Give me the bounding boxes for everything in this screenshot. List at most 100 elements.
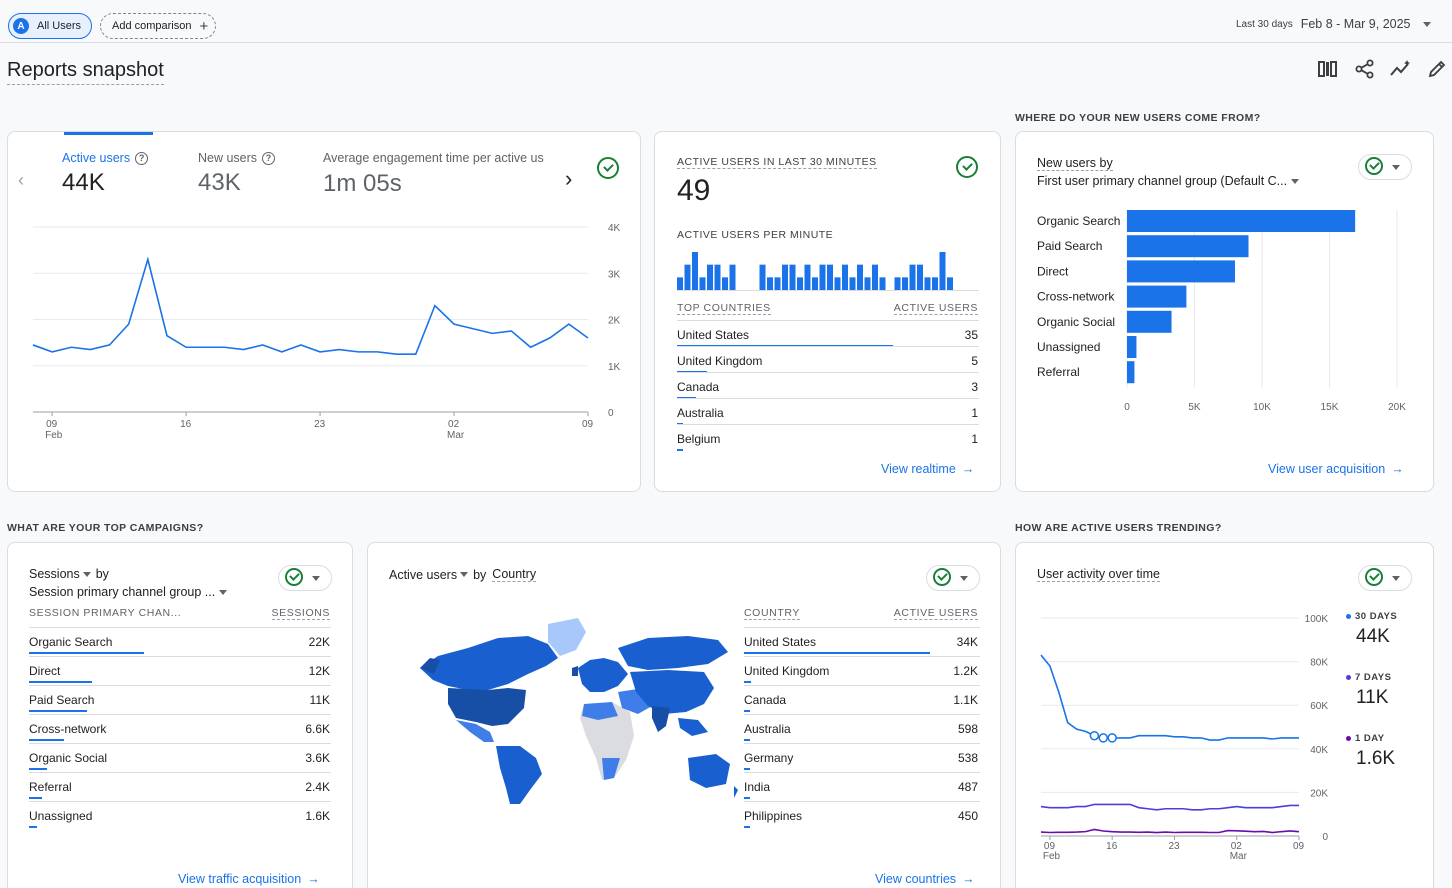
row-value-bar bbox=[744, 681, 752, 683]
page-title[interactable]: Reports snapshot bbox=[7, 59, 164, 85]
view-countries-link[interactable]: View countries → bbox=[875, 872, 975, 886]
check-circle-icon[interactable] bbox=[956, 156, 978, 178]
view-user-acquisition-link[interactable]: View user acquisition → bbox=[1268, 462, 1404, 476]
arrow-right-icon: → bbox=[962, 872, 975, 886]
row-label[interactable]: United Kingdom bbox=[677, 354, 763, 368]
bar-category-label: Direct bbox=[1037, 264, 1069, 278]
row-label[interactable]: Cross-network bbox=[29, 722, 107, 736]
metric-value: 1m 05s bbox=[323, 170, 402, 197]
minute-bar bbox=[857, 264, 863, 290]
row-divider bbox=[744, 772, 980, 773]
row-label[interactable]: United States bbox=[744, 635, 817, 649]
arrow-right-icon: → bbox=[1391, 462, 1404, 476]
row-divider bbox=[29, 714, 331, 715]
row-value: 538 bbox=[957, 751, 978, 765]
date-range-selector[interactable]: Last 30 days Feb 8 - Mar 9, 2025 bbox=[1236, 17, 1431, 31]
row-value: 487 bbox=[957, 780, 978, 794]
add-comparison-label: Add comparison bbox=[112, 20, 192, 32]
row-label[interactable]: Paid Search bbox=[29, 693, 95, 707]
row-label[interactable]: Organic Search bbox=[29, 635, 113, 649]
edit-pencil-icon[interactable] bbox=[1427, 59, 1447, 79]
map-australia bbox=[688, 754, 730, 788]
row-value: 1.6K bbox=[305, 809, 330, 823]
row-label[interactable]: Australia bbox=[744, 722, 791, 736]
row-label[interactable]: Referral bbox=[29, 780, 72, 794]
help-icon[interactable]: ? bbox=[135, 151, 149, 165]
row-label[interactable]: Unassigned bbox=[29, 809, 93, 823]
col-header-top-countries: TOP COUNTRIES bbox=[677, 302, 771, 315]
chevron-down-icon bbox=[219, 589, 228, 595]
add-comparison-button[interactable]: Add comparison + bbox=[100, 13, 216, 39]
row-label[interactable]: Belgium bbox=[677, 432, 721, 446]
row-label[interactable]: United Kingdom bbox=[744, 664, 830, 678]
row-label[interactable]: Philippines bbox=[744, 809, 803, 823]
y-tick-label: 1K bbox=[608, 362, 621, 373]
topbar-divider bbox=[0, 42, 1452, 43]
x-tick-label: 16 bbox=[180, 419, 192, 430]
by-label: by bbox=[473, 567, 487, 582]
trending-title[interactable]: User activity over time bbox=[1037, 567, 1160, 582]
row-label[interactable]: Direct bbox=[29, 664, 61, 678]
card-options-control[interactable] bbox=[1358, 565, 1412, 591]
minute-bar bbox=[909, 264, 916, 290]
dimension-selector[interactable]: Session primary channel group ... bbox=[29, 585, 228, 599]
row-value: 34K bbox=[956, 635, 978, 649]
check-circle-icon[interactable] bbox=[597, 157, 619, 179]
countries-title[interactable]: Active users by Country bbox=[389, 567, 537, 582]
card-options-control[interactable] bbox=[278, 565, 332, 591]
view-realtime-link[interactable]: View realtime → bbox=[881, 462, 974, 476]
row-label[interactable]: Germany bbox=[744, 751, 794, 765]
x-tick-label: 15K bbox=[1321, 402, 1339, 413]
metric-tab-active-users[interactable]: Active users ? 44K bbox=[62, 151, 149, 197]
metric-label: Active users bbox=[389, 567, 458, 582]
metric-selector[interactable]: Sessions by bbox=[29, 567, 109, 581]
chevron-right-icon[interactable]: › bbox=[565, 166, 573, 191]
view-traffic-acquisition-link[interactable]: View traffic acquisition → bbox=[178, 872, 320, 886]
row-label[interactable]: Canada bbox=[744, 693, 787, 707]
acquisition-card: New users by First user primary channel … bbox=[1015, 131, 1434, 492]
acquisition-title-line1[interactable]: New users by bbox=[1037, 156, 1113, 171]
minute-bar bbox=[932, 277, 938, 290]
minute-bar bbox=[849, 277, 856, 290]
metric-tab-engagement-time[interactable]: Average engagement time per active us 1m… bbox=[323, 151, 559, 198]
map-africa-north bbox=[582, 702, 618, 720]
row-label[interactable]: Canada bbox=[677, 380, 720, 394]
legend-value: 1.6K bbox=[1356, 748, 1396, 769]
legend-item: 7 DAYS 11K bbox=[1346, 672, 1391, 709]
link-label: View user acquisition bbox=[1268, 462, 1386, 476]
row-divider bbox=[29, 685, 331, 686]
row-divider bbox=[744, 685, 980, 686]
dimension-selector[interactable]: First user primary channel group (Defaul… bbox=[1037, 174, 1300, 188]
segment-chip-all-users[interactable]: A All Users bbox=[8, 13, 92, 39]
row-value: 1 bbox=[971, 406, 978, 420]
compare-columns-icon[interactable] bbox=[1318, 60, 1338, 78]
metric-label: Sessions bbox=[29, 567, 80, 581]
segment-label: All Users bbox=[37, 20, 82, 32]
channel-bar bbox=[1127, 210, 1356, 232]
row-label[interactable]: Organic Social bbox=[29, 751, 108, 765]
x-tick-label: 10K bbox=[1253, 402, 1271, 413]
help-icon[interactable]: ? bbox=[262, 151, 276, 165]
arrow-right-icon: → bbox=[307, 872, 320, 886]
insights-icon[interactable] bbox=[1390, 59, 1412, 79]
acquisition-title-line2: First user primary channel group (Defaul… bbox=[1037, 174, 1288, 188]
card-options-control[interactable] bbox=[1358, 154, 1412, 180]
col-header-channel: SESSION PRIMARY CHAN... bbox=[29, 607, 182, 619]
card-options-control[interactable] bbox=[926, 565, 980, 591]
world-map bbox=[420, 618, 738, 804]
map-mexico bbox=[456, 720, 494, 742]
metric-tab-new-users[interactable]: New users ? 43K bbox=[198, 151, 276, 197]
minute-bar bbox=[789, 264, 796, 290]
x-tick-month: Mar bbox=[447, 430, 465, 441]
chevron-left-icon[interactable]: ‹ bbox=[18, 170, 24, 190]
anomaly-marker bbox=[1089, 730, 1100, 741]
row-label[interactable]: India bbox=[744, 780, 771, 794]
row-label[interactable]: United States bbox=[677, 328, 750, 342]
row-label[interactable]: Australia bbox=[677, 406, 724, 420]
chevron-down-icon bbox=[312, 576, 320, 581]
share-icon[interactable] bbox=[1355, 59, 1375, 79]
minute-bar bbox=[827, 264, 833, 290]
plus-icon: + bbox=[199, 17, 209, 35]
x-tick-label: 23 bbox=[1168, 841, 1180, 852]
